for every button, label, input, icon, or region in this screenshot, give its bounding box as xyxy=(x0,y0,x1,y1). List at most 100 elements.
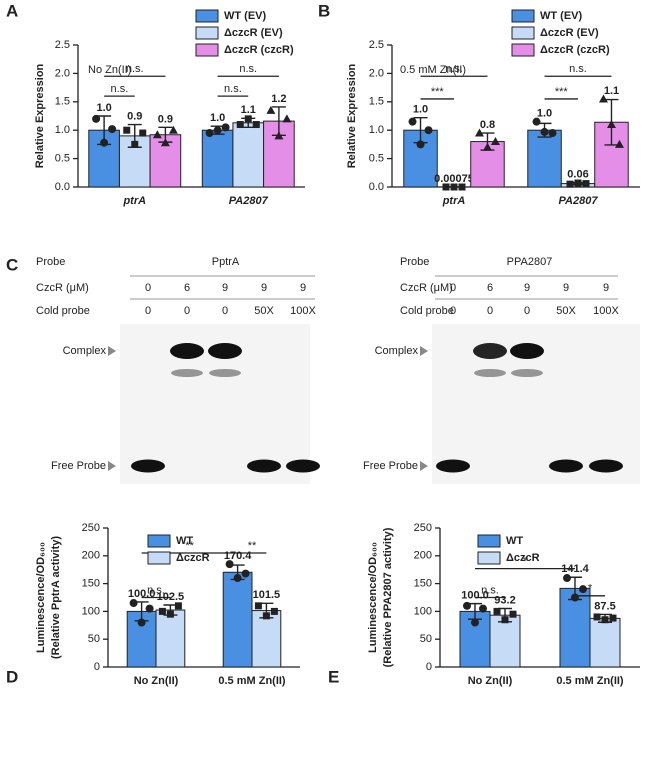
data-point xyxy=(145,604,154,613)
free-band xyxy=(286,459,320,473)
probe-name: PptrA xyxy=(212,256,240,268)
lane-value: 9 xyxy=(563,282,569,294)
legend-label: ΔczcR (EV) xyxy=(224,27,283,39)
bar xyxy=(489,614,521,668)
data-point xyxy=(606,120,616,129)
data-point xyxy=(233,574,242,583)
data-point xyxy=(213,126,222,135)
value-label: 1.1 xyxy=(241,104,256,116)
y-tick-label: 1.0 xyxy=(55,124,70,136)
bar xyxy=(155,609,186,668)
value-label: 87.5 xyxy=(594,600,615,612)
x-tick-label: PA2807 xyxy=(559,195,599,207)
row-label: Cold probe xyxy=(36,305,90,317)
data-point xyxy=(532,117,541,126)
subtitle: 0.5 mM Zn(II) xyxy=(400,64,466,76)
value-label: 1.0 xyxy=(96,102,111,114)
data-point xyxy=(152,130,162,139)
panel-letter: A xyxy=(6,1,18,20)
band-label: Free Probe xyxy=(363,460,418,472)
significance-label: * xyxy=(588,583,593,595)
y-tick-label: 150 xyxy=(414,578,432,590)
x-tick-label: ptrA xyxy=(442,195,466,207)
panel-letter: C xyxy=(6,255,18,274)
significance-label: n.s. xyxy=(126,63,144,75)
band-label: Complex xyxy=(375,345,419,357)
significance-label: n.s. xyxy=(111,83,129,95)
data-point xyxy=(458,183,466,191)
data-point xyxy=(252,121,260,129)
complex-smear xyxy=(474,369,506,377)
y-tick-label: 2.5 xyxy=(55,39,70,51)
y-tick-label: 0.5 xyxy=(55,153,70,165)
lane-value: 6 xyxy=(487,282,493,294)
y-tick-label: 0.0 xyxy=(369,181,384,193)
data-point xyxy=(442,183,450,191)
lane-value: 0 xyxy=(184,305,190,317)
y-tick-label: 2.0 xyxy=(55,67,70,79)
data-point xyxy=(129,599,138,608)
complex-band xyxy=(208,343,242,359)
value-label: 1.1 xyxy=(604,85,619,97)
legend-label: WT (EV) xyxy=(224,10,266,22)
significance-label: *** xyxy=(555,86,569,98)
complex-band xyxy=(473,343,507,359)
significance-label: *** xyxy=(431,86,445,98)
legend-swatch xyxy=(477,551,501,565)
data-point xyxy=(236,121,244,129)
free-band xyxy=(549,459,583,473)
data-point xyxy=(566,180,574,188)
y-tick-label: 0 xyxy=(426,661,432,673)
value-label: 100.0 xyxy=(461,590,489,602)
complex-smear xyxy=(209,369,241,377)
x-tick-label: ptrA xyxy=(122,195,146,207)
legend-label: ΔczcR xyxy=(506,552,540,564)
legend-label: WT xyxy=(176,535,193,547)
lane-value: 6 xyxy=(184,282,190,294)
complex-band xyxy=(170,343,204,359)
data-point xyxy=(282,114,292,123)
legend-swatch xyxy=(195,9,219,23)
complex-smear xyxy=(171,369,203,377)
lane-value: 0 xyxy=(450,305,456,317)
data-point xyxy=(174,602,182,610)
data-point xyxy=(274,131,284,140)
y-tick-label: 150 xyxy=(82,578,100,590)
y-tick-label: 1.0 xyxy=(369,124,384,136)
value-label: 0.00075 xyxy=(434,173,474,185)
panel-letter: D xyxy=(6,667,18,686)
y-axis-label: (Relative PptrA activity) xyxy=(50,536,62,659)
data-point xyxy=(609,614,617,622)
y-tick-label: 0.5 xyxy=(369,153,384,165)
data-point xyxy=(92,114,101,123)
lane-value: 100X xyxy=(290,305,316,317)
y-axis-label: Luminescence/OD₆₀₀ xyxy=(35,542,47,653)
y-tick-label: 250 xyxy=(414,522,432,534)
bar xyxy=(232,122,265,188)
row-label: CzcR (μM) xyxy=(36,282,89,294)
row-label: Probe xyxy=(400,256,429,268)
x-tick-label: 0.5 mM Zn(II) xyxy=(556,675,624,687)
data-point xyxy=(571,593,579,602)
data-point xyxy=(614,139,624,148)
band-label: Free Probe xyxy=(51,460,106,472)
data-point xyxy=(563,574,571,583)
band-pointer xyxy=(108,461,116,471)
lane-value: 50X xyxy=(254,305,274,317)
y-tick-label: 50 xyxy=(420,633,432,645)
data-point xyxy=(463,601,471,610)
band-pointer xyxy=(108,346,116,356)
lane-value: 9 xyxy=(261,282,267,294)
data-point xyxy=(241,569,250,578)
bar xyxy=(201,129,234,188)
data-point xyxy=(471,618,479,627)
data-point xyxy=(424,126,433,135)
band-pointer xyxy=(420,461,428,471)
data-point xyxy=(501,616,509,624)
data-point xyxy=(582,180,590,188)
legend-label: WT (EV) xyxy=(540,10,582,22)
data-point xyxy=(158,607,166,615)
row-label: Cold probe xyxy=(400,305,454,317)
data-point xyxy=(598,94,608,103)
